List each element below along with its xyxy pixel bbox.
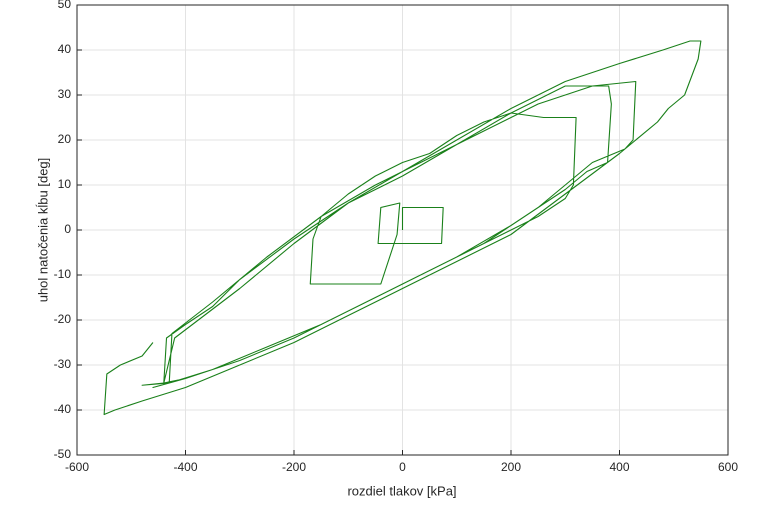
y-tick-label: 50 (58, 0, 72, 11)
y-tick-label: -20 (54, 312, 72, 326)
x-tick-label: -400 (173, 460, 197, 474)
y-tick-label: 10 (58, 177, 72, 191)
x-tick-label: 200 (501, 460, 521, 474)
y-tick-label: -40 (54, 402, 72, 416)
x-tick-label: -200 (282, 460, 306, 474)
x-tick-label: 0 (399, 460, 406, 474)
data-line (103, 40, 702, 416)
y-tick-label: -10 (54, 267, 72, 281)
plot-frame (76, 4, 729, 456)
x-tick-label: -600 (65, 460, 89, 474)
x-tick-label: 400 (609, 460, 629, 474)
y-tick-label: 40 (58, 42, 72, 56)
y-tick-label: -30 (54, 357, 72, 371)
y-tick-label: 20 (58, 132, 72, 146)
y-axis-label: uhol natočenia kĺbu [deg] (35, 158, 50, 303)
x-axis-label: rozdiel tlakov [kPa] (347, 483, 456, 498)
y-tick-label: 0 (64, 222, 71, 236)
y-tick-label: -50 (54, 447, 72, 461)
x-tick-label: 600 (718, 460, 738, 474)
y-tick-label: 30 (58, 87, 72, 101)
